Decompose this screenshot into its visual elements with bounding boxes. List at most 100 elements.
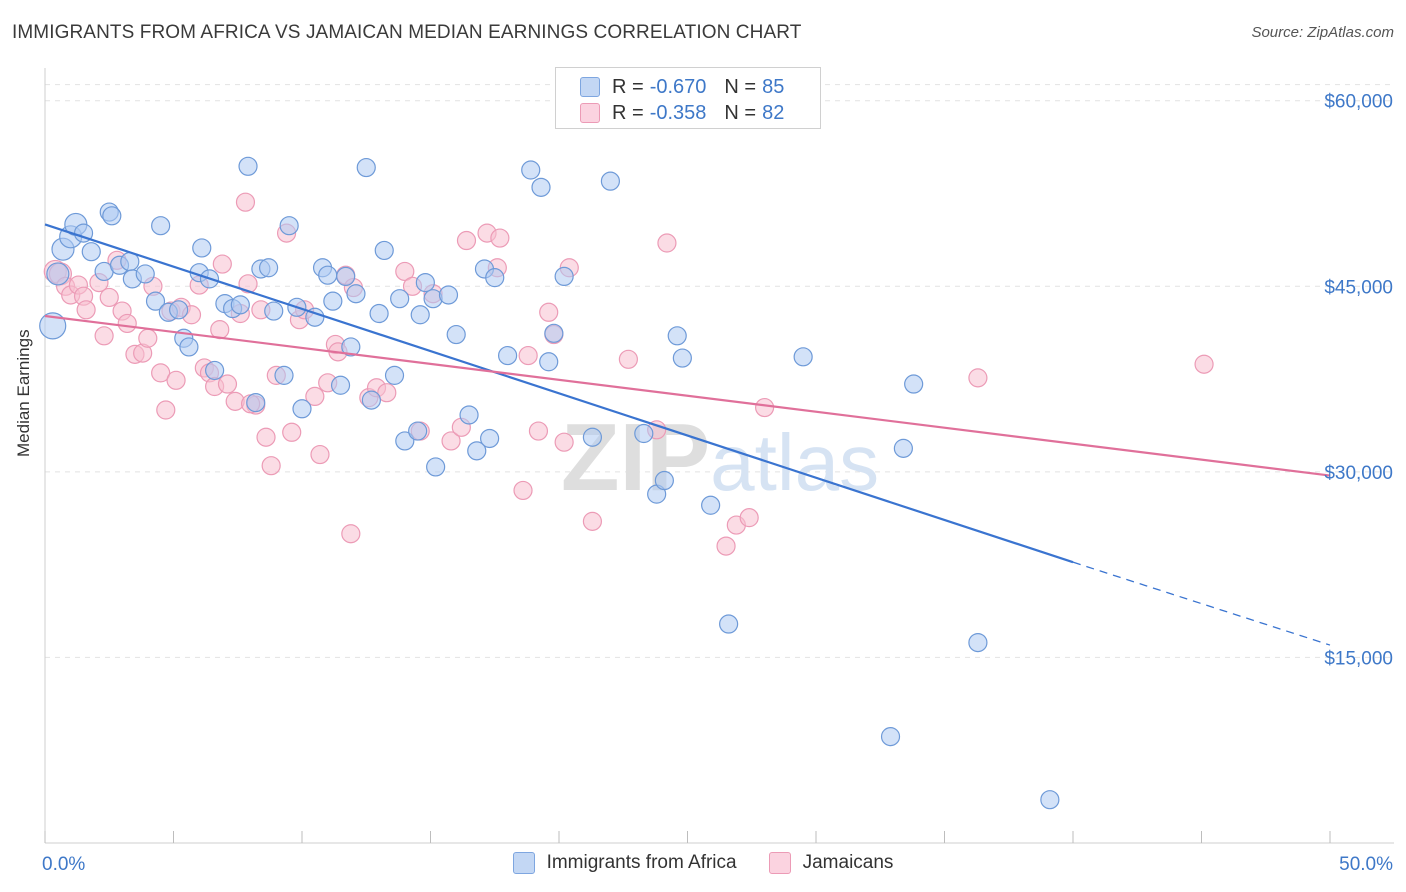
data-point [618, 349, 638, 369]
legend-r-label: R = [612, 75, 644, 98]
data-point [485, 268, 505, 288]
legend-swatch-pink [768, 852, 791, 874]
data-point [459, 405, 479, 425]
trend-line-africa-extension [1072, 561, 1331, 646]
data-point [480, 428, 500, 449]
data-point [467, 441, 487, 461]
data-point [151, 363, 171, 383]
legend-item-africa[interactable]: Immigrants from Africa [512, 852, 737, 874]
data-point [192, 238, 212, 258]
data-point [46, 262, 70, 286]
data-point [793, 347, 813, 367]
trend-line-africa [44, 223, 1074, 564]
data-point [893, 438, 913, 458]
legend-item-jamaicans[interactable]: Jamaicans [768, 852, 893, 874]
data-point [238, 156, 258, 176]
data-point [1194, 354, 1214, 374]
data-point [94, 326, 114, 346]
data-point [968, 368, 988, 388]
data-point [356, 157, 376, 178]
legend-label-africa: Immigrants from Africa [546, 852, 737, 873]
legend-row-africa: R = -0.670 N = 85 [580, 75, 784, 99]
legend-swatch-blue [580, 77, 600, 97]
x-tick-label: 0.0% [42, 854, 85, 875]
data-point [544, 323, 564, 343]
data-point [521, 160, 541, 180]
legend-r-label: R = [612, 101, 644, 124]
axes [44, 68, 1394, 844]
data-point [145, 291, 166, 311]
data-point [256, 427, 276, 447]
data-point [446, 324, 466, 345]
watermark: ZIPatlas [561, 404, 879, 511]
x-tick-label: 50.0% [1339, 854, 1393, 875]
data-point [716, 536, 736, 556]
data-point [235, 192, 256, 212]
data-point [205, 360, 225, 381]
data-point [657, 233, 677, 253]
data-point [880, 727, 901, 747]
data-point [117, 313, 137, 334]
data-point [395, 261, 415, 282]
y-tick-label: $30,000 [1324, 463, 1393, 484]
data-point [39, 312, 67, 340]
data-point [634, 423, 654, 444]
data-point [701, 495, 721, 515]
data-point [754, 397, 775, 418]
data-point [292, 399, 312, 419]
data-point [318, 265, 338, 285]
data-point [426, 457, 446, 477]
data-point [513, 480, 533, 501]
legend-n-label: N = [724, 101, 757, 124]
data-point [415, 272, 435, 293]
legend-row-jamaicans: R = -0.358 N = 82 [580, 101, 784, 125]
y-tick-labels: $15,000 $30,000 $45,000 $60,000 [1324, 92, 1393, 670]
data-point [76, 300, 96, 320]
data-point [179, 337, 199, 357]
data-point [81, 242, 101, 262]
legend-n-value: 82 [762, 101, 785, 124]
data-point [279, 216, 299, 236]
data-point [258, 258, 279, 278]
data-point [261, 456, 281, 476]
data-point [246, 392, 266, 413]
data-point [102, 206, 122, 226]
data-point [151, 216, 171, 236]
data-point [156, 400, 176, 420]
data-point [169, 300, 189, 320]
data-point [1040, 790, 1060, 810]
data-point [310, 444, 330, 465]
data-point [361, 390, 381, 410]
series-legend: Immigrants from Africa Jamaicans [0, 852, 1406, 874]
legend-n-value: 85 [762, 75, 785, 98]
y-tick-label: $15,000 [1324, 648, 1393, 669]
data-point [330, 375, 351, 395]
data-point [554, 432, 574, 452]
legend-n-label: N = [724, 75, 757, 98]
data-point [341, 337, 361, 357]
data-point [166, 370, 186, 390]
data-point [719, 614, 739, 634]
y-axis-label: Median Earnings [14, 329, 33, 457]
data-point [395, 431, 415, 451]
data-point [374, 240, 394, 261]
data-point [264, 301, 284, 321]
data-point [346, 284, 366, 304]
data-point [528, 421, 549, 441]
data-point [739, 508, 759, 528]
data-point [305, 386, 325, 407]
data-point [390, 289, 410, 309]
legend-r-value: -0.670 [649, 75, 707, 98]
data-point [539, 302, 559, 322]
data-point [582, 427, 603, 447]
data-point [238, 274, 258, 294]
chart-title: IMMIGRANTS FROM AFRICA VS JAMAICAN MEDIA… [12, 22, 802, 43]
y-tick-label: $45,000 [1324, 277, 1393, 298]
data-point [377, 383, 397, 403]
data-point [968, 632, 988, 653]
data-point [336, 266, 356, 287]
data-point [282, 422, 302, 442]
series-immigrants-from-africa [39, 156, 1060, 810]
data-point [408, 421, 428, 441]
correlation-legend: R = -0.670 N = 85 R = -0.358 N = 82 [555, 67, 821, 129]
